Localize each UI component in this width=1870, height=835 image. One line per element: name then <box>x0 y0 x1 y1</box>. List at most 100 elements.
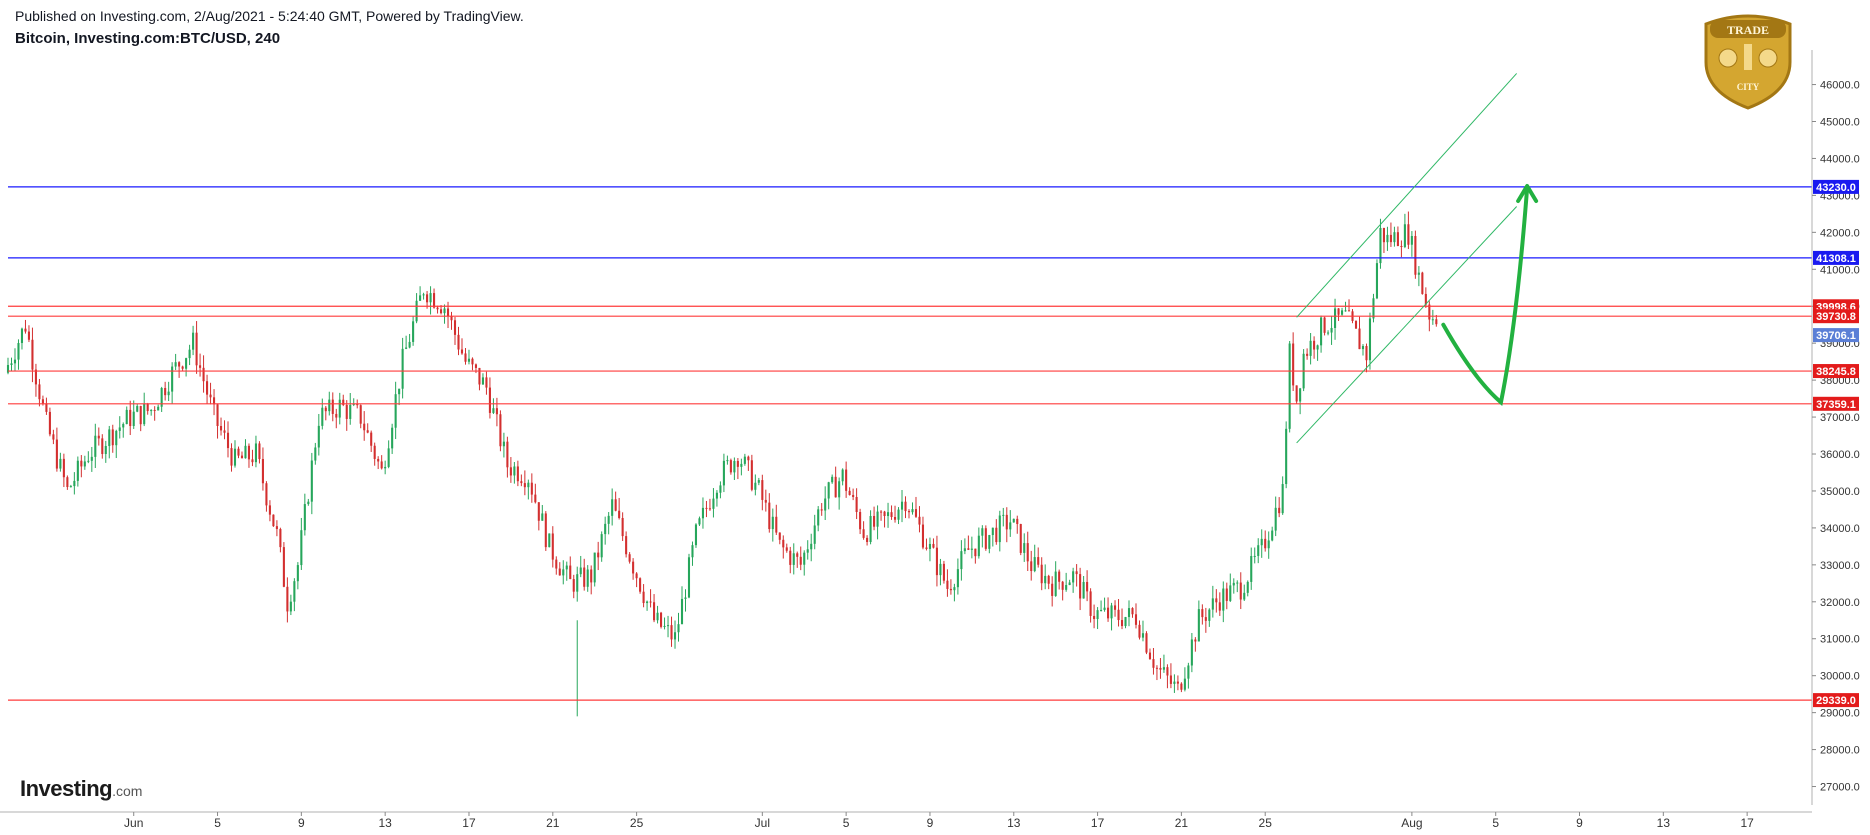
candle-body <box>13 359 17 364</box>
price-tick-label: 28000.0 <box>1820 745 1860 757</box>
candle-body <box>1292 343 1295 386</box>
trade-city-logo: TRADE CITY <box>1704 14 1792 110</box>
candle-body <box>663 625 666 627</box>
candle-body <box>677 624 680 633</box>
candle-body <box>607 515 610 524</box>
candle-body <box>289 601 292 612</box>
candle-body <box>307 501 310 505</box>
candle-body <box>611 499 614 516</box>
candle-body <box>1358 328 1361 350</box>
candle-body <box>1211 598 1214 610</box>
candle-body <box>1155 667 1158 669</box>
candle-body <box>516 466 519 482</box>
candle-body <box>803 552 806 565</box>
candle-body <box>628 554 631 562</box>
projection-arrowhead <box>1516 184 1539 204</box>
candle-body <box>1299 388 1302 402</box>
candle-body <box>286 586 289 612</box>
candle-body <box>995 527 998 543</box>
candle-body <box>90 456 93 461</box>
candle-body <box>1330 327 1333 333</box>
candle-body <box>132 411 135 427</box>
candle-body <box>670 625 673 640</box>
candle-body <box>157 406 160 411</box>
candle-body <box>391 427 394 449</box>
candle-body <box>181 366 184 369</box>
candle-body <box>991 527 994 536</box>
candle-body <box>722 460 725 486</box>
candle-body <box>240 455 244 459</box>
candle-body <box>261 459 264 484</box>
candle-body <box>750 460 753 490</box>
candle-body <box>1100 609 1103 611</box>
candle-body <box>1372 298 1375 319</box>
candle-body <box>1375 263 1379 299</box>
candle-body <box>1019 524 1022 553</box>
price-tick-label: 32000.0 <box>1820 597 1860 609</box>
candle-body <box>122 424 125 428</box>
level-tag-label: 39730.8 <box>1816 311 1856 323</box>
candle-body <box>209 394 212 398</box>
candle-body <box>715 492 718 499</box>
candle-body <box>939 563 942 576</box>
candle-body <box>1288 343 1291 429</box>
candle-body <box>761 480 764 500</box>
candle-body <box>453 320 457 335</box>
candle-body <box>478 367 481 385</box>
price-tick-label: 29000.0 <box>1820 708 1860 720</box>
price-tick-label: 46000.0 <box>1820 80 1860 92</box>
candle-body <box>1033 557 1036 572</box>
candle-body <box>502 441 505 447</box>
candle-body <box>642 591 645 604</box>
candle-body <box>38 384 41 400</box>
candle-body <box>646 601 649 604</box>
candle-body <box>1386 234 1389 243</box>
candle-body <box>845 469 848 491</box>
candle-body <box>419 295 422 301</box>
candle-body <box>684 597 687 599</box>
candle-body <box>967 548 970 550</box>
candle-body <box>377 458 380 462</box>
candle-body <box>883 511 886 517</box>
candle-body <box>171 366 174 392</box>
time-tick-label: 13 <box>1007 816 1021 830</box>
candle-body <box>139 406 142 425</box>
candle-body <box>115 430 118 446</box>
time-axis[interactable]: Jun 5 9 13 17 21 25 Jul 5 9 13 17 21 25 Aug 5 9 13 17 <box>0 811 1812 830</box>
candle-body <box>202 367 205 382</box>
time-tick-label: 5 <box>214 816 221 830</box>
candle-body <box>1428 304 1431 320</box>
candle-body <box>1040 564 1043 584</box>
candle-body <box>827 482 830 499</box>
candle-body <box>87 460 90 462</box>
candle-body <box>949 588 952 591</box>
price-axis[interactable]: 27000.0 28000.0 29000.0 30000.0 31000.0 32000… <box>1811 50 1860 805</box>
candle-body <box>768 502 771 530</box>
candle-body <box>691 545 694 558</box>
candle-body <box>1232 582 1235 586</box>
candle-body <box>1194 639 1197 642</box>
candle-body <box>586 569 589 587</box>
candle-body <box>1313 340 1316 350</box>
price-tick-label: 36000.0 <box>1820 449 1860 461</box>
candle-body <box>492 408 495 413</box>
candle-body <box>118 427 121 431</box>
candle-body <box>272 514 275 527</box>
candle-body <box>1421 272 1424 294</box>
candle-body <box>1225 588 1228 601</box>
candle-body <box>293 581 296 602</box>
candle-body <box>1354 320 1358 329</box>
candle-body <box>1246 581 1249 593</box>
candle-body <box>394 394 397 428</box>
level-tag <box>1813 179 1859 194</box>
candle-body <box>876 511 879 527</box>
candle-body <box>384 466 387 469</box>
candle-body <box>907 511 911 513</box>
candle-body <box>1274 507 1277 531</box>
candle-body <box>101 438 104 455</box>
candle-body <box>212 397 216 405</box>
candle-body <box>708 508 711 510</box>
candle-body <box>1250 555 1253 582</box>
candle-body <box>143 403 146 425</box>
